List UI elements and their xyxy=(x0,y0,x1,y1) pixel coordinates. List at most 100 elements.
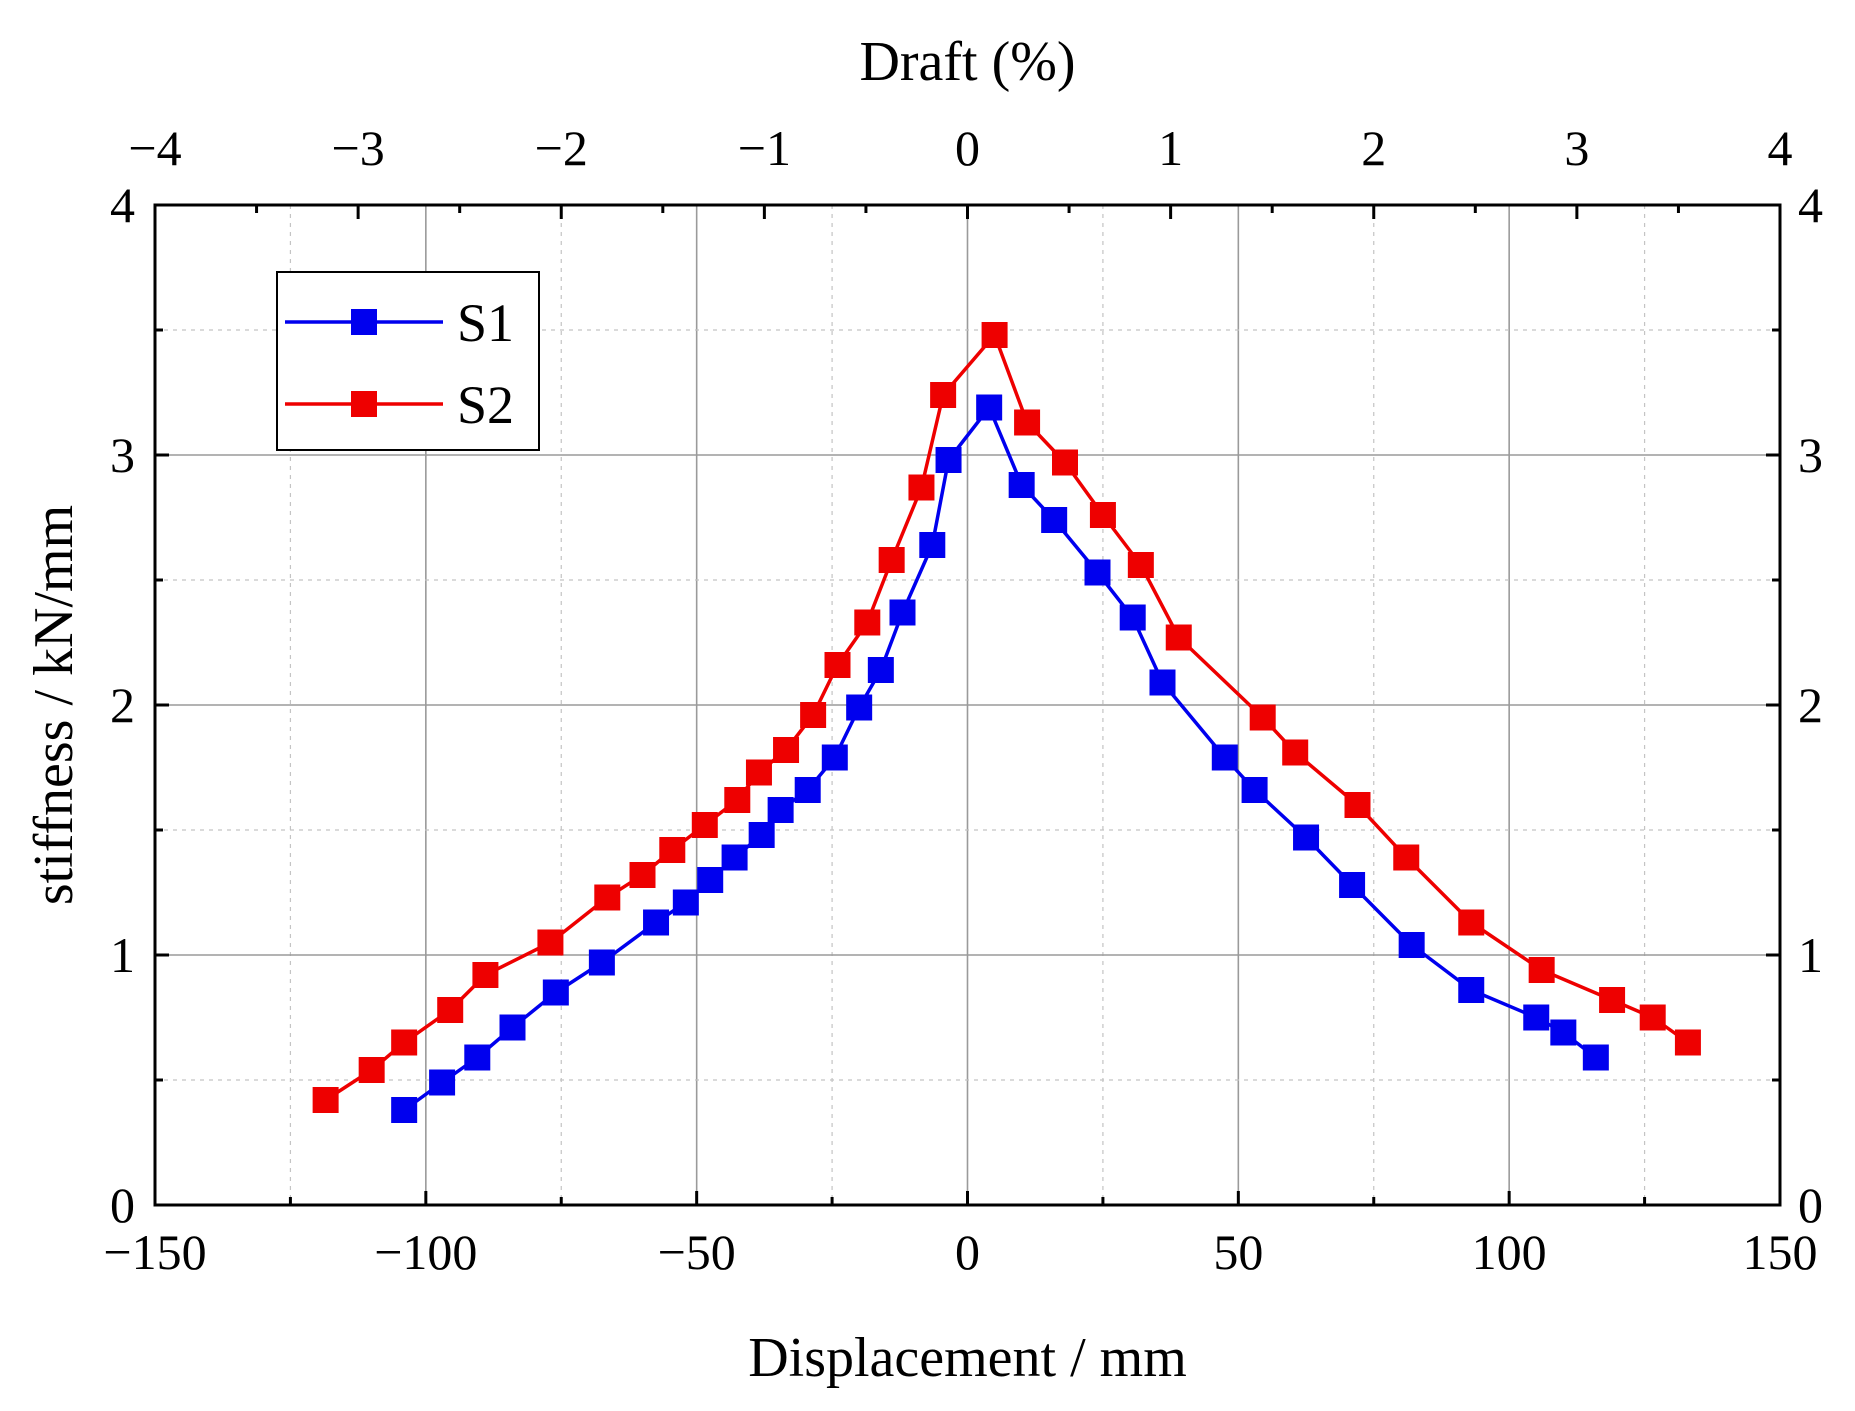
data-point-s1 xyxy=(588,949,615,976)
top-axis-title: Draft (%) xyxy=(859,31,1075,93)
top-tick-label: 2 xyxy=(1361,120,1386,176)
data-point-s1 xyxy=(1241,777,1268,803)
data-point-s1 xyxy=(464,1044,491,1071)
y-tick-label-left: 2 xyxy=(110,677,135,733)
data-point-s2 xyxy=(1639,1004,1666,1031)
x-tick-label: −100 xyxy=(374,1224,477,1280)
data-point-s1 xyxy=(429,1069,456,1096)
data-point-s1 xyxy=(846,694,873,721)
y-tick-label-left: 4 xyxy=(110,177,135,233)
data-point-s1 xyxy=(1523,1004,1550,1031)
data-point-s1 xyxy=(976,394,1003,421)
data-point-s2 xyxy=(824,652,851,678)
series-layer xyxy=(312,322,1701,1123)
data-point-s2 xyxy=(854,609,881,636)
tick-labels: −150 −100 −50 0 50 100 150 −4 −3 −2 −1 0 1 2 3 4 0 0 1 1 2 2 3… xyxy=(103,120,1823,1280)
data-point-s1 xyxy=(1398,932,1425,958)
data-point-s1 xyxy=(499,1014,526,1041)
data-point-s2 xyxy=(1599,987,1626,1013)
legend-marker-s1 xyxy=(351,309,377,335)
data-point-s1 xyxy=(391,1097,418,1123)
data-point-s2 xyxy=(724,787,751,813)
data-point-s1 xyxy=(1582,1044,1609,1071)
data-point-s1 xyxy=(1008,472,1035,498)
data-point-s1 xyxy=(1149,669,1176,696)
top-tick-label: −4 xyxy=(128,120,181,176)
data-point-s2 xyxy=(1528,957,1555,983)
data-point-s2 xyxy=(773,737,800,763)
data-point-s1 xyxy=(935,447,962,473)
x-tick-label: −50 xyxy=(658,1224,736,1280)
data-point-s2 xyxy=(437,997,464,1023)
data-point-s1 xyxy=(748,822,775,848)
y-axis-title: stiffness / kN/mm xyxy=(23,505,85,905)
data-point-s2 xyxy=(1249,704,1276,731)
data-point-s1 xyxy=(672,889,699,916)
y-tick-label-right: 2 xyxy=(1798,677,1823,733)
data-point-s1 xyxy=(1339,872,1366,898)
x-tick-label: −150 xyxy=(103,1224,206,1280)
top-tick-label: 4 xyxy=(1768,120,1793,176)
data-point-s2 xyxy=(537,929,564,956)
data-point-s1 xyxy=(1119,604,1146,631)
y-tick-label-right: 1 xyxy=(1798,927,1823,983)
top-tick-label: −1 xyxy=(738,120,791,176)
data-point-s1 xyxy=(821,744,848,771)
data-point-s2 xyxy=(691,812,718,838)
data-point-s2 xyxy=(1344,792,1371,818)
top-tick-label: 1 xyxy=(1158,120,1183,176)
data-point-s1 xyxy=(889,599,916,626)
y-tick-label-right: 4 xyxy=(1798,177,1823,233)
legend-label-s1: S1 xyxy=(457,293,514,353)
data-point-s1 xyxy=(867,657,894,683)
x-tick-label: 50 xyxy=(1213,1224,1263,1280)
top-tick-label: 3 xyxy=(1564,120,1589,176)
x-tick-label: 0 xyxy=(955,1224,980,1280)
data-point-s2 xyxy=(878,547,905,573)
data-point-s2 xyxy=(1052,449,1078,476)
series-s2 xyxy=(312,322,1701,1113)
data-point-s2 xyxy=(908,474,935,501)
x-tick-label: 150 xyxy=(1743,1224,1818,1280)
data-point-s2 xyxy=(981,322,1008,348)
data-point-s1 xyxy=(721,844,748,871)
data-point-s2 xyxy=(1089,502,1116,528)
data-point-s2 xyxy=(391,1029,418,1056)
y-tick-label-left: 0 xyxy=(110,1177,135,1233)
data-point-s2 xyxy=(1674,1029,1701,1056)
data-point-s2 xyxy=(800,702,827,728)
data-point-s1 xyxy=(643,909,670,936)
data-point-s2 xyxy=(358,1057,385,1083)
data-point-s1 xyxy=(542,979,569,1006)
data-point-s1 xyxy=(1458,977,1485,1003)
legend-label-s2: S2 xyxy=(457,375,514,435)
data-point-s2 xyxy=(1165,624,1192,651)
data-point-s1 xyxy=(794,777,821,803)
data-point-s2 xyxy=(1127,552,1154,578)
series-line-s2 xyxy=(324,333,1689,1102)
y-tick-label-right: 3 xyxy=(1798,427,1823,483)
data-point-s2 xyxy=(1458,909,1485,936)
data-point-s1 xyxy=(919,532,946,558)
data-point-s1 xyxy=(1041,507,1068,533)
legend-marker-s2 xyxy=(351,391,377,417)
data-point-s2 xyxy=(745,759,772,786)
data-point-s2 xyxy=(594,884,621,911)
data-point-s1 xyxy=(1084,559,1111,586)
axis-ticks xyxy=(153,203,1782,1207)
legend: S1 S2 xyxy=(276,271,540,451)
y-tick-label-left: 3 xyxy=(110,427,135,483)
data-point-s2 xyxy=(629,862,656,888)
data-point-s2 xyxy=(659,837,686,863)
data-point-s1 xyxy=(697,867,724,893)
data-point-s2 xyxy=(1393,844,1420,871)
data-point-s1 xyxy=(1211,744,1238,771)
top-tick-label: 0 xyxy=(955,120,980,176)
series-s1 xyxy=(391,394,1609,1123)
data-point-s2 xyxy=(472,962,499,988)
data-point-s1 xyxy=(1293,824,1320,851)
legend-box xyxy=(276,271,540,451)
series-line-s1 xyxy=(403,405,1597,1112)
data-point-s2 xyxy=(1282,739,1309,766)
